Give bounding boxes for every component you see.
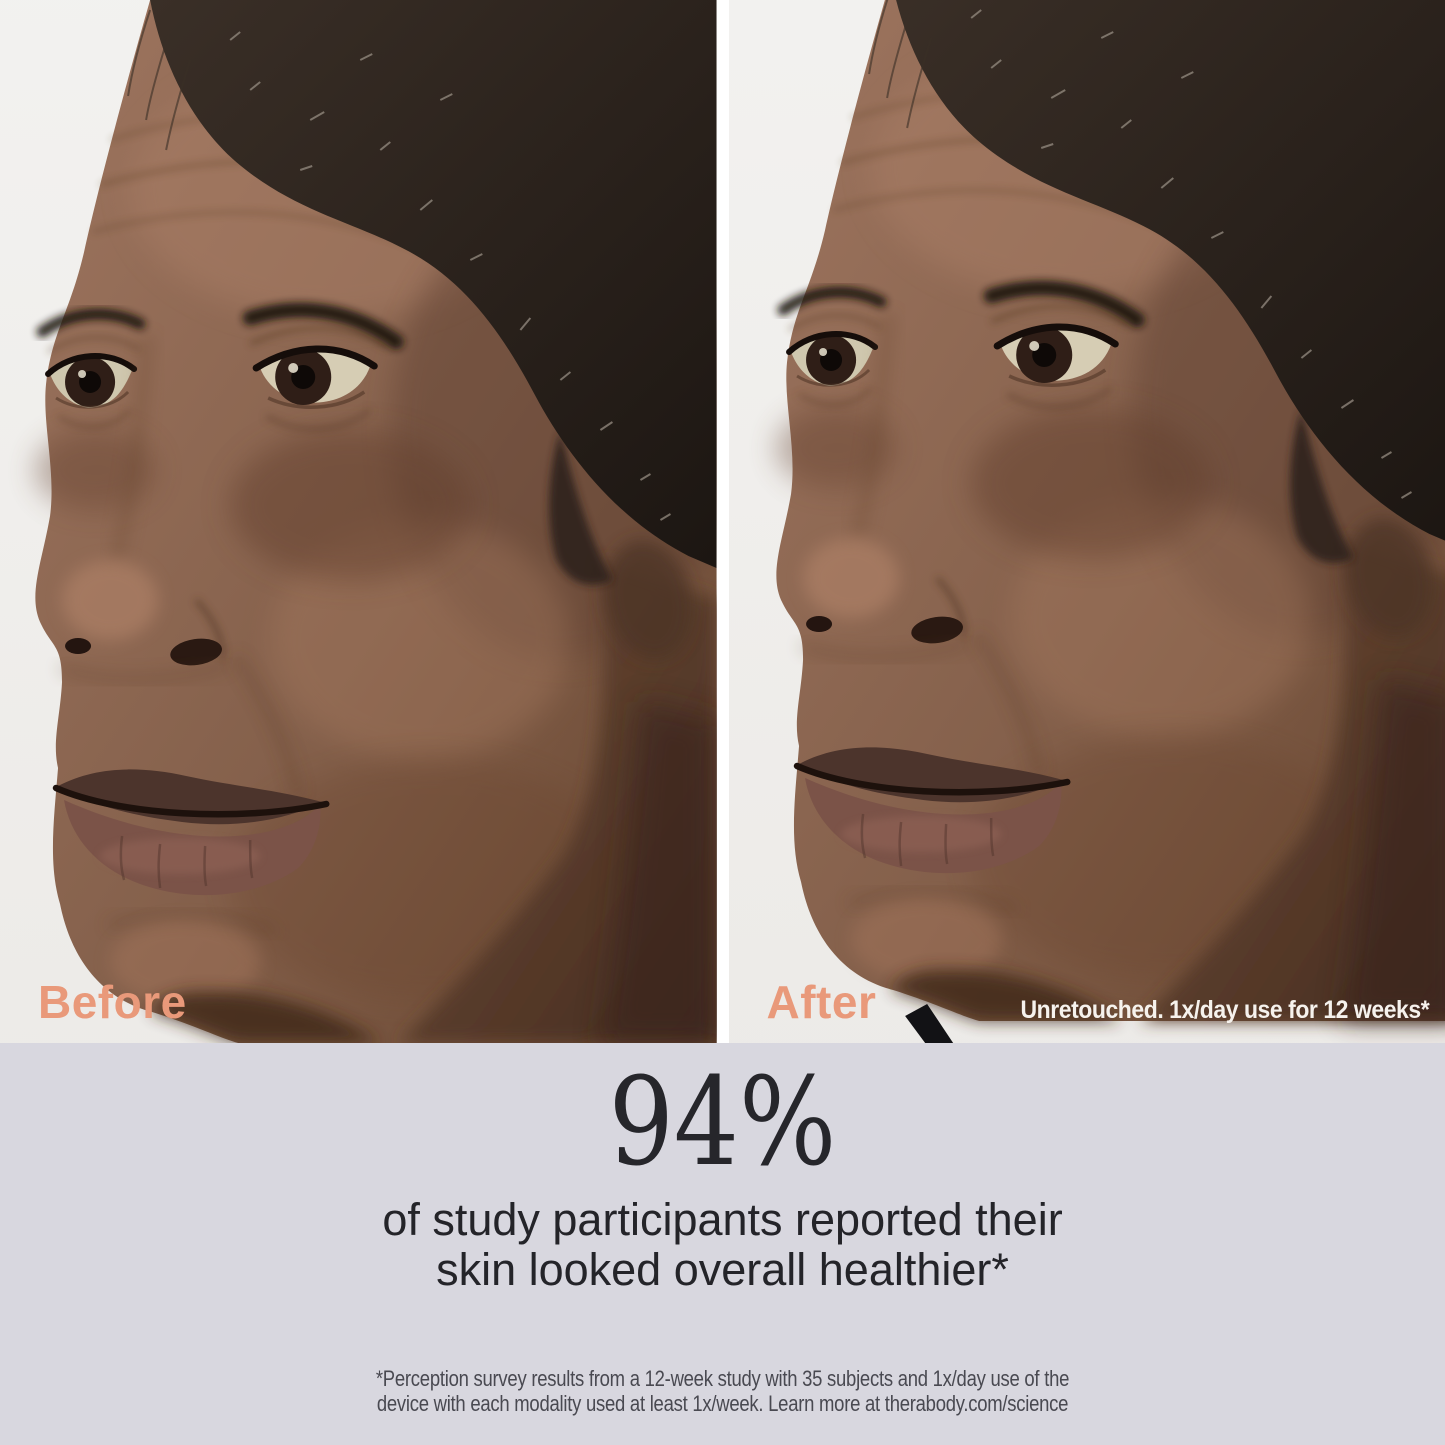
stat-footnote-line-2: device with each modality used at least … <box>376 1390 1069 1416</box>
stat-description-line-2: skin looked overall healthier* <box>436 1244 1009 1296</box>
before-after-comparison: Before After Unretouched. 1x/day use for… <box>0 0 1445 1043</box>
after-portrait-photo <box>729 0 1445 1043</box>
stats-section: 94% of study participants reported their… <box>0 1043 1445 1445</box>
before-label: Before <box>38 976 187 1028</box>
unretouched-note: Unretouched. 1x/day use for 12 weeks* <box>1020 996 1429 1024</box>
stat-percentage: 94% <box>608 1051 837 1193</box>
after-photo-panel: After Unretouched. 1x/day use for 12 wee… <box>728 0 1445 1043</box>
stat-footnote: *Perception survey results from a 12-wee… <box>116 1366 1330 1416</box>
stat-description: of study participants reported their ski… <box>0 1194 1445 1296</box>
before-photo-panel: Before <box>0 0 717 1043</box>
after-label: After <box>766 976 877 1028</box>
clothing-strap <box>904 1004 953 1043</box>
before-portrait-photo <box>0 0 717 1043</box>
stat-description-line-1: of study participants reported their <box>382 1194 1063 1245</box>
stat-footnote-line-1: *Perception survey results from a 12-wee… <box>375 1365 1070 1391</box>
